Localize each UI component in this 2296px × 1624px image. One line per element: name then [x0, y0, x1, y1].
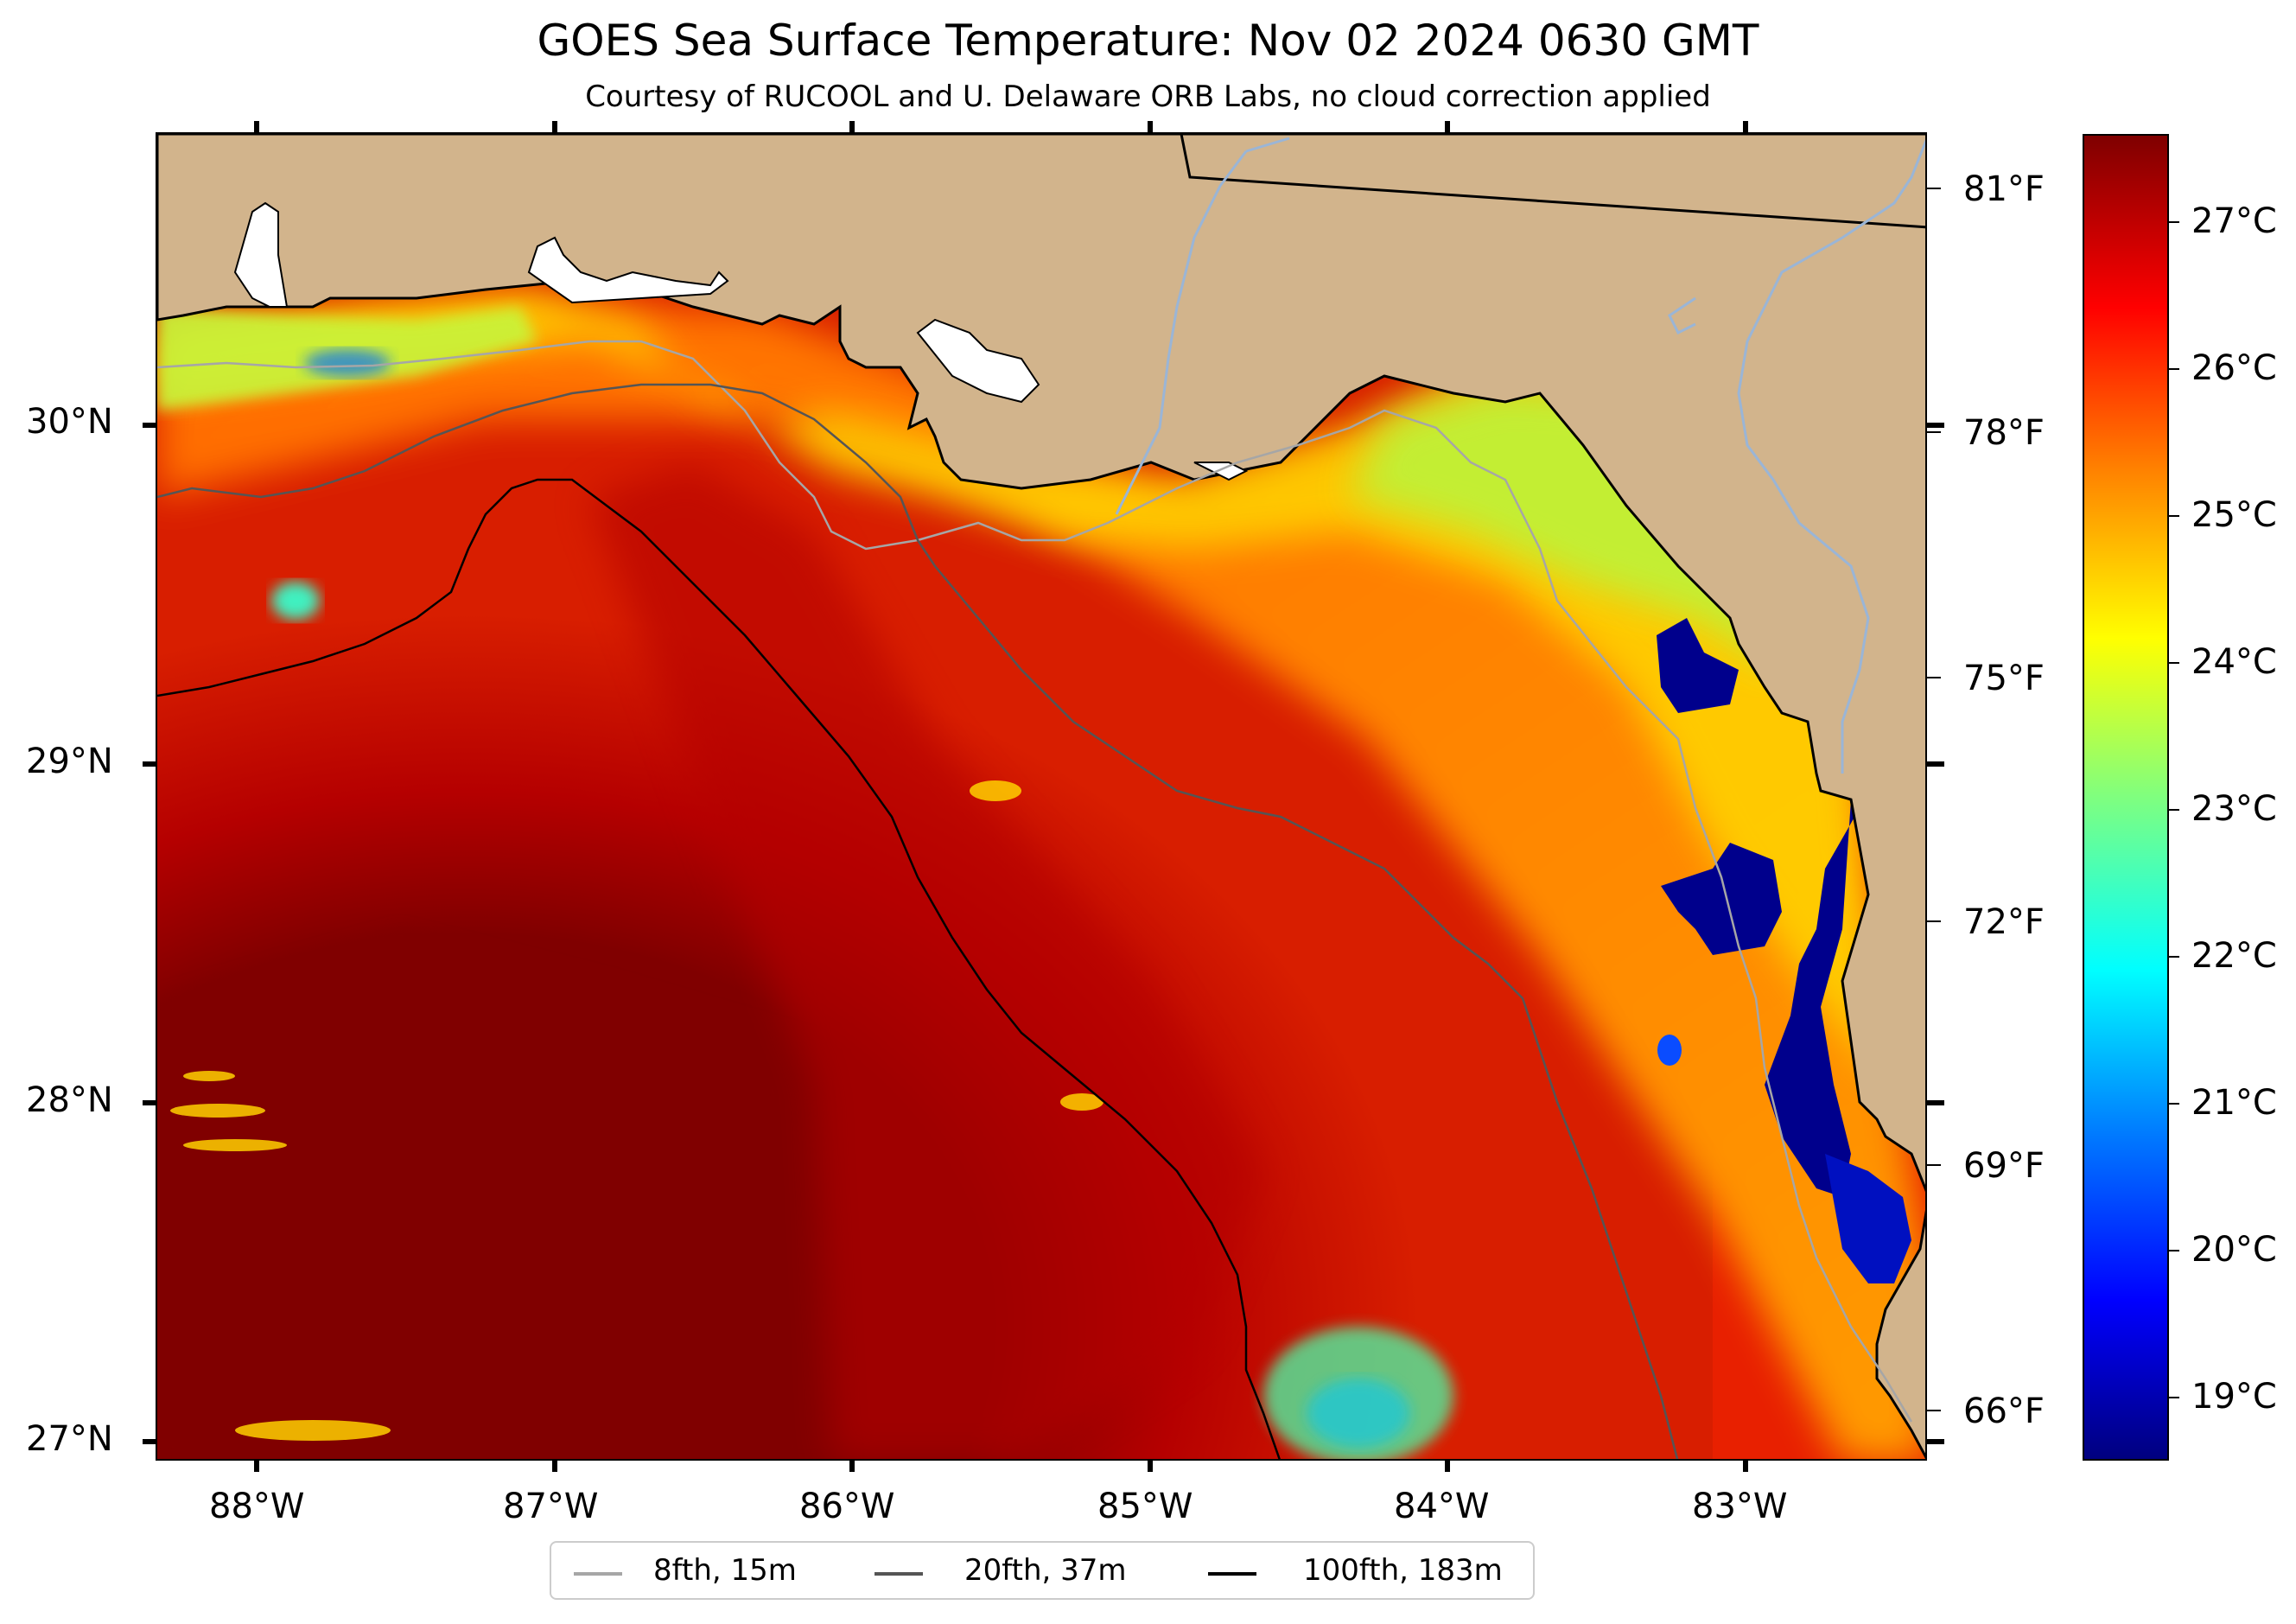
- lon-label-84: 84°W: [1394, 1487, 1490, 1526]
- lon-label-83: 83°W: [1692, 1487, 1788, 1526]
- isobath-20fth: [157, 383, 1679, 1459]
- cbar-label-24: 24°C: [2191, 642, 2277, 682]
- cbar-label-22: 22°C: [2191, 936, 2277, 976]
- lat-label-28: 28°N: [26, 1080, 113, 1120]
- cold-patch-east-1: [1661, 843, 1782, 955]
- sst-map-graphic: [157, 134, 1925, 1459]
- cbar-label-23: 23°C: [2191, 789, 2277, 829]
- cbar-label-19: 19°C: [2191, 1377, 2277, 1417]
- isobath-100fth: [157, 478, 1281, 1459]
- speckle-artifacts: [170, 780, 1103, 1441]
- legend-swatch-8fth: [574, 1572, 622, 1576]
- nodata-fringe: [233, 201, 1249, 481]
- cbar-label-26: 26°C: [2191, 348, 2277, 388]
- cbar-label-20: 20°C: [2191, 1230, 2277, 1270]
- cbar-label-21: 21°C: [2191, 1083, 2277, 1123]
- state-boundary: [1180, 134, 1925, 229]
- legend-swatch-100fth: [1208, 1572, 1256, 1576]
- cold-patch-south: [1825, 1154, 1911, 1283]
- cbar-label-25: 25°C: [2191, 495, 2277, 535]
- lon-label-85: 85°W: [1097, 1487, 1193, 1526]
- degf-label-66: 66°F: [1963, 1392, 2045, 1431]
- cold-patch-east-2: [1657, 618, 1739, 713]
- teal-spot-west: [271, 582, 320, 620]
- shelf-orange: [157, 298, 1925, 1459]
- warm-tongue: [589, 462, 1263, 1459]
- isobath-8fth: [157, 340, 1913, 1423]
- degf-label-81: 81°F: [1963, 169, 2045, 209]
- cbar-label-27: 27°C: [2191, 201, 2277, 241]
- degf-label-72: 72°F: [1963, 902, 2045, 942]
- lat-label-29: 29°N: [26, 742, 113, 781]
- lon-label-87: 87°W: [503, 1487, 599, 1526]
- map-subtitle: Courtesy of RUCOOL and U. Delaware ORB L…: [585, 80, 1711, 114]
- isobath-legend: 8fth, 15m 20fth, 37m 100fth, 183m: [550, 1541, 1535, 1600]
- colorbar: [2083, 134, 2169, 1461]
- lat-label-27: 27°N: [26, 1419, 113, 1459]
- legend-swatch-20fth: [875, 1572, 923, 1576]
- map-title: GOES Sea Surface Temperature: Nov 02 202…: [537, 16, 1759, 66]
- degf-label-75: 75°F: [1963, 659, 2045, 698]
- lat-label-30: 30°N: [26, 402, 113, 442]
- lon-label-86: 86°W: [799, 1487, 895, 1526]
- legend-label-20fth: 20fth, 37m: [964, 1553, 1127, 1588]
- degf-label-78: 78°F: [1963, 413, 2045, 453]
- degf-label-69: 69°F: [1963, 1146, 2045, 1186]
- legend-label-8fth: 8fth, 15m: [653, 1553, 797, 1588]
- rivers: [1115, 137, 1925, 774]
- cyan-spot-nw: [304, 349, 391, 377]
- sst-map: [156, 132, 1927, 1461]
- hot-core-patch: [157, 929, 849, 1459]
- legend-label-100fth: 100fth, 183m: [1303, 1553, 1503, 1588]
- cold-patch-coast: [1765, 799, 1860, 1197]
- lon-label-88: 88°W: [209, 1487, 305, 1526]
